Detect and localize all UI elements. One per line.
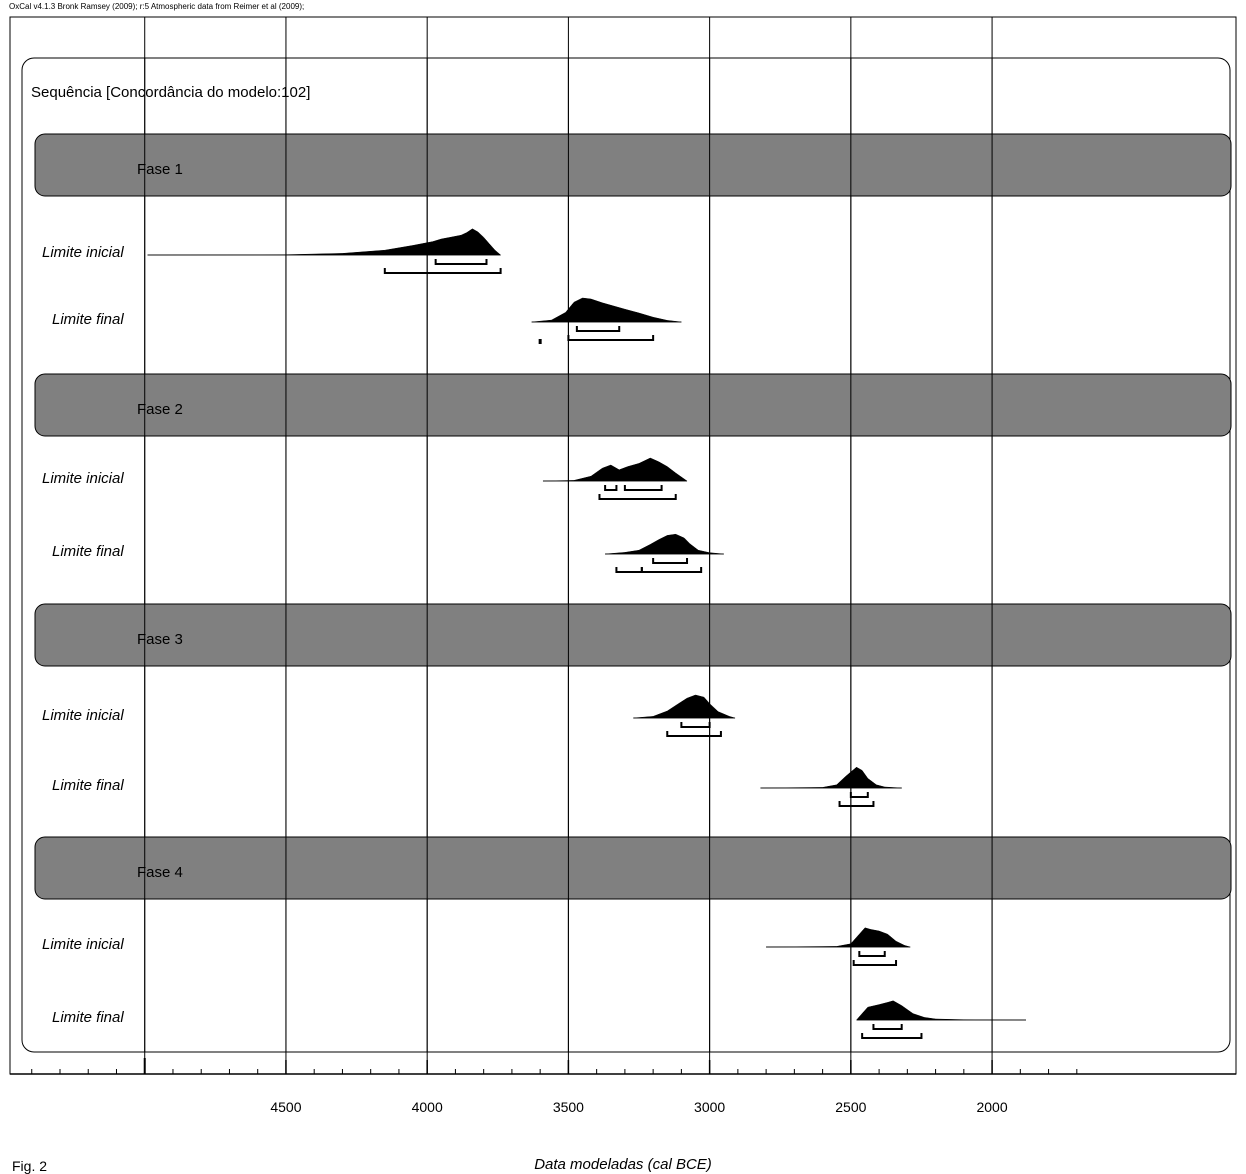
phase-label: Fase 2	[137, 401, 183, 418]
hpd-95-bracket	[567, 335, 655, 341]
x-axis: 4500 4000 3500 3000 2500 2000	[10, 1058, 1236, 1115]
hpd-95-bracket	[383, 268, 502, 274]
x-axis-label: Data modeladas (cal BCE)	[534, 1156, 712, 1173]
sequence-box	[21, 57, 1231, 1053]
boundary-label: Limite inicial	[42, 244, 124, 261]
x-tick-label: 4500	[270, 1099, 301, 1115]
hpd-95-bracket	[852, 960, 898, 966]
hpd-95-bracket	[538, 339, 542, 344]
phase-bars: Fase 1 Fase 2 Fase 3 Fase 4	[34, 133, 1232, 900]
phase-label: Fase 3	[137, 631, 183, 648]
probability-distribution	[856, 1000, 1027, 1021]
probability-distribution	[766, 927, 911, 948]
software-credit-header: OxCal v4.1.3 Bronk Ramsey (2009); r:5 At…	[9, 2, 305, 11]
hpd-68-bracket	[623, 485, 663, 491]
distributions: Limite inicial Limite final Limite inicial…	[42, 228, 1027, 1039]
gridlines-over	[144, 58, 993, 1052]
x-tick-label: 3500	[553, 1099, 584, 1115]
hpd-68-bracket	[652, 558, 689, 564]
hpd-68-bracket	[849, 792, 869, 798]
hpd-68-bracket	[872, 1024, 903, 1030]
probability-distribution	[760, 766, 902, 789]
chart-title: Sequência [Concordância do modelo:102]	[31, 84, 310, 101]
oxcal-sequence-chart: Fase 1 Fase 2 Fase 3 Fase 4 Sequência [Conc…	[9, 16, 1237, 1115]
hpd-95-bracket	[640, 567, 703, 573]
probability-distribution	[542, 457, 688, 482]
hpd-68-bracket	[434, 259, 488, 265]
phase-bar	[34, 133, 1232, 197]
phase-bar	[34, 836, 1232, 900]
boundary-label: Limite final	[52, 311, 124, 328]
hpd-95-bracket	[598, 494, 677, 500]
probability-distribution	[633, 694, 736, 719]
hpd-95-bracket	[861, 1033, 923, 1039]
probability-distribution	[605, 533, 724, 555]
hpd-68-bracket	[858, 951, 886, 957]
hpd-95-bracket	[838, 801, 875, 807]
probability-distribution	[147, 228, 501, 256]
hpd-68-bracket	[604, 485, 618, 491]
x-tick-label: 2000	[976, 1099, 1007, 1115]
phase-bar	[34, 373, 1232, 437]
x-tick-label: 3000	[694, 1099, 725, 1115]
x-tick-label: 2500	[835, 1099, 866, 1115]
phase-label: Fase 1	[137, 161, 183, 178]
boundary-label: Limite inicial	[42, 707, 124, 724]
boundary-label: Limite final	[52, 777, 124, 794]
boundary-label: Limite inicial	[42, 470, 124, 487]
boundary-label: Limite final	[52, 543, 124, 560]
probability-distribution	[531, 297, 682, 323]
hpd-68-bracket	[680, 722, 711, 728]
figure-label: Fig. 2	[12, 1158, 48, 1174]
boundary-label: Limite inicial	[42, 936, 124, 953]
boundary-label: Limite final	[52, 1009, 124, 1026]
phase-label: Fase 4	[137, 864, 183, 881]
hpd-95-bracket	[666, 731, 722, 737]
phase-bar	[34, 603, 1232, 667]
hpd-68-bracket	[575, 326, 621, 332]
x-tick-label: 4000	[412, 1099, 443, 1115]
